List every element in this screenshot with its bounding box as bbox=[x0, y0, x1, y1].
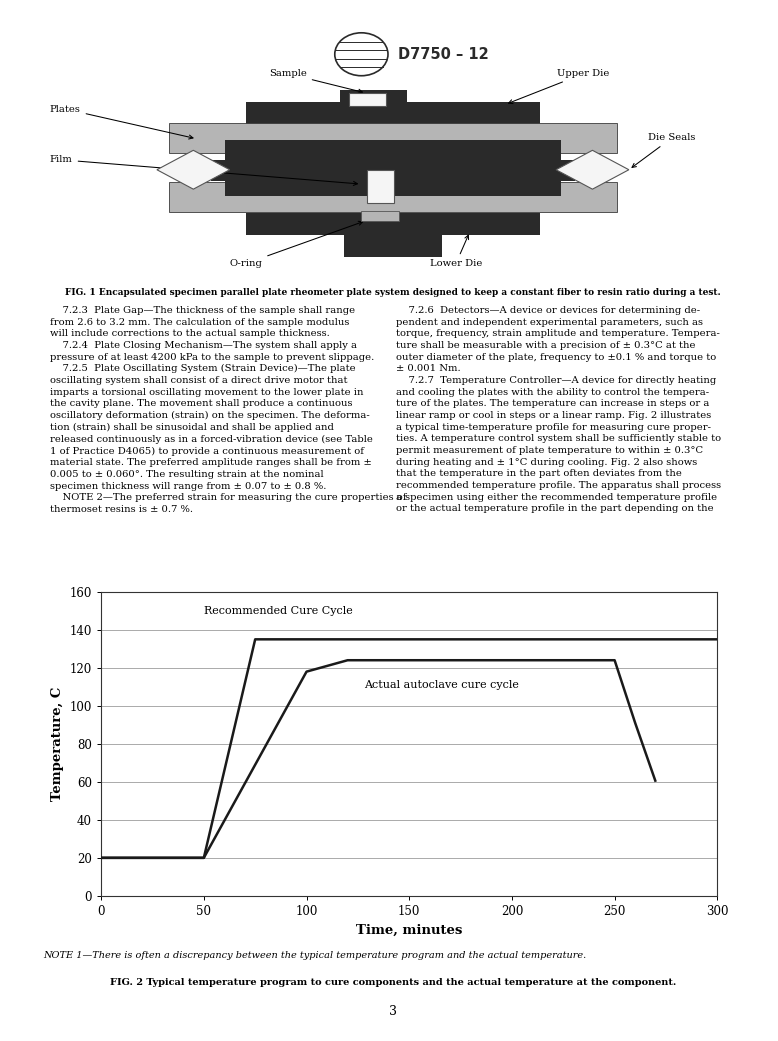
Text: Film: Film bbox=[50, 155, 357, 185]
Bar bbox=[367, 170, 394, 203]
Bar bbox=[225, 176, 561, 197]
Bar bbox=[246, 102, 540, 125]
Text: Recommended Cure Cycle: Recommended Cure Cycle bbox=[204, 606, 352, 616]
Y-axis label: Temperature, C: Temperature, C bbox=[51, 687, 64, 801]
Text: Actual autoclave cure cycle: Actual autoclave cure cycle bbox=[364, 680, 519, 690]
Bar bbox=[169, 124, 617, 153]
Polygon shape bbox=[556, 150, 629, 189]
Bar bbox=[225, 139, 561, 160]
Text: Upper Die: Upper Die bbox=[509, 69, 610, 103]
Bar bbox=[246, 212, 540, 235]
Text: D7750 – 12: D7750 – 12 bbox=[398, 47, 489, 61]
Bar bbox=[361, 210, 399, 221]
Text: O-ring: O-ring bbox=[230, 222, 363, 269]
Bar bbox=[344, 235, 442, 257]
X-axis label: Time, minutes: Time, minutes bbox=[356, 923, 462, 937]
Bar bbox=[349, 93, 386, 106]
Text: NOTE 1—There is often a discrepancy between the typical temperature program and : NOTE 1—There is often a discrepancy betw… bbox=[43, 951, 586, 961]
Text: 3: 3 bbox=[389, 1006, 397, 1018]
Text: Sample: Sample bbox=[269, 69, 363, 93]
Text: 7.2.6  Detectors—A device or devices for determining de-
pendent and independent: 7.2.6 Detectors—A device or devices for … bbox=[396, 306, 721, 513]
Text: 7.2.3  Plate Gap—The thickness of the sample shall range
from 2.6 to 3.2 mm. The: 7.2.3 Plate Gap—The thickness of the sam… bbox=[50, 306, 406, 514]
Text: Lower Die: Lower Die bbox=[429, 235, 482, 269]
Polygon shape bbox=[157, 150, 230, 189]
Bar bbox=[211, 160, 575, 181]
Text: FIG. 1 Encapsulated specimen parallel plate rheometer plate system designed to k: FIG. 1 Encapsulated specimen parallel pl… bbox=[65, 287, 720, 297]
Text: Die Seals: Die Seals bbox=[632, 133, 696, 168]
Bar bbox=[341, 91, 407, 107]
Text: FIG. 2 Typical temperature program to cure components and the actual temperature: FIG. 2 Typical temperature program to cu… bbox=[110, 977, 676, 987]
Bar bbox=[169, 182, 617, 211]
Text: Plates: Plates bbox=[50, 104, 193, 139]
